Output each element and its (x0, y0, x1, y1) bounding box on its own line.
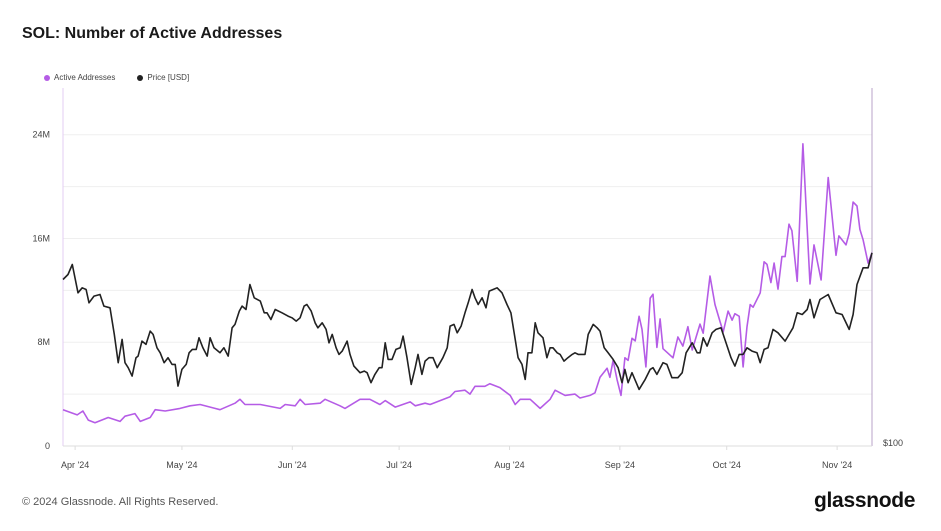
series-active-addresses (62, 143, 873, 424)
legend-dot-icon (137, 74, 144, 81)
x-tick-label: Jul '24 (386, 460, 412, 470)
copyright: © 2024 Glassnode. All Rights Reserved. (22, 496, 219, 508)
y-tick-label: 16M (32, 233, 50, 243)
chart-title: SOL: Number of Active Addresses (22, 25, 283, 42)
x-tick-label: Aug '24 (494, 460, 524, 470)
series-price (62, 252, 873, 391)
y-tick-label: 0 (45, 441, 50, 451)
legend: Active Addresses Price [USD] (44, 73, 189, 82)
legend-item-price[interactable]: Price [USD] (137, 73, 189, 82)
glassnode-logo: glassnode (814, 489, 916, 512)
x-tick-label: Apr '24 (61, 460, 89, 470)
y-right-tick-label: $100 (883, 438, 903, 448)
x-tick-label: Sep '24 (605, 460, 635, 470)
x-tick-label: Nov '24 (822, 460, 852, 470)
legend-item-active-addresses[interactable]: Active Addresses (44, 73, 115, 82)
legend-label: Price [USD] (147, 73, 190, 82)
y-tick-label: 24M (32, 130, 50, 140)
y-tick-label: 8M (37, 337, 50, 347)
legend-dot-icon (44, 74, 50, 81)
legend-label: Active Addresses (54, 73, 116, 82)
x-tick-label: May '24 (166, 460, 197, 470)
x-tick-label: Oct '24 (713, 460, 741, 470)
x-tick-label: Jun '24 (278, 460, 307, 470)
